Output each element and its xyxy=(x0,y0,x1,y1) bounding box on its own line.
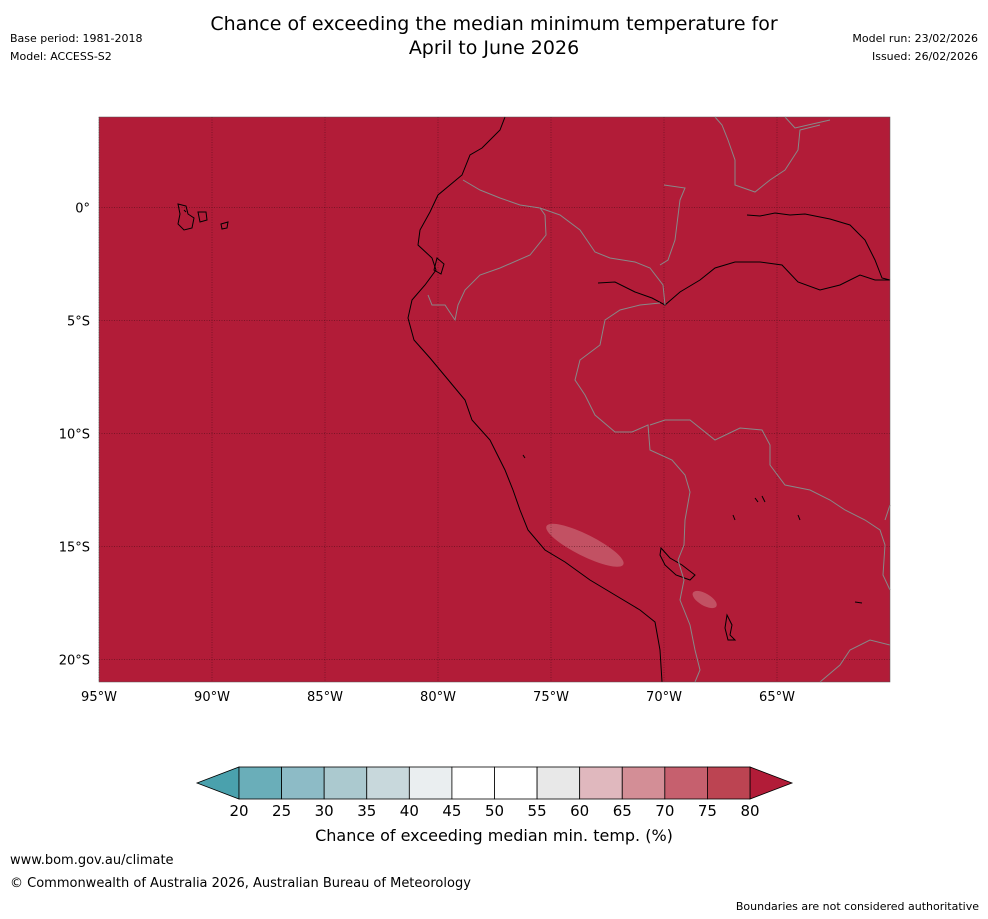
issued-date: Issued: 26/02/2026 xyxy=(871,50,978,63)
colorbar-swatch xyxy=(621,766,666,800)
map-layer xyxy=(98,116,891,683)
gulf-of-guayaquil-island xyxy=(433,257,445,275)
colorbar-tick-label: 25 xyxy=(272,802,291,820)
meta-right: Model run: 23/02/2026 Issued: 26/02/2026 xyxy=(852,32,978,68)
colorbar-tick-label: 40 xyxy=(400,802,419,820)
colorbar-tick-label: 75 xyxy=(698,802,717,820)
anomaly-patches xyxy=(546,523,717,609)
amazon-river-north xyxy=(746,212,891,281)
anomaly-patch-2 xyxy=(692,590,717,609)
galapagos-islet xyxy=(183,209,187,213)
model-name: Model: ACCESS-S2 xyxy=(10,50,112,63)
lake-titicaca xyxy=(659,546,696,581)
small-lake-4 xyxy=(797,514,801,521)
south-america-coastline xyxy=(407,116,663,683)
base-period: Base period: 1981-2018 xyxy=(10,32,143,45)
galapagos-isabela xyxy=(177,203,195,231)
colorbar-swatch xyxy=(664,766,708,800)
colorbar-tick-label: 20 xyxy=(229,802,248,820)
peru-brazil-bolivia-border xyxy=(574,302,691,561)
brazil-east-border xyxy=(884,504,891,521)
colorbar-swatch xyxy=(707,766,751,800)
colombia-brazil-border xyxy=(659,184,686,266)
lon-tick-label: 85°W xyxy=(307,690,343,705)
map-background xyxy=(99,117,890,682)
amazon-river-main xyxy=(597,261,890,306)
footer-url: www.bom.gov.au/climate xyxy=(10,853,174,868)
colorbar: 20 25 30 35 40 45 50 55 60 65 70 75 80 xyxy=(195,766,794,820)
lon-tick-label: 70°W xyxy=(646,690,682,705)
latitude-labels: 0° 5°S 10°S 15°S 20°S xyxy=(59,201,90,668)
lon-tick-label: 65°W xyxy=(759,690,795,705)
colorbar-tick-label: 55 xyxy=(528,802,547,820)
colorbar-swatch xyxy=(579,766,623,800)
colorbar-swatch xyxy=(238,766,282,800)
colorbar-tick-label: 35 xyxy=(357,802,376,820)
bolivia-brazil-border xyxy=(649,419,891,591)
lat-tick-label: 15°S xyxy=(59,540,90,555)
colorbar-swatch xyxy=(281,766,325,800)
title-line-2: April to June 2026 xyxy=(408,37,580,59)
title-line-1: Chance of exceeding the median minimum t… xyxy=(210,13,778,35)
colorbar-swatch xyxy=(451,766,495,800)
bolivia-chile-border xyxy=(677,559,701,683)
small-lake-1 xyxy=(754,497,759,503)
galapagos-san-cristobal xyxy=(220,221,229,230)
colorbar-tick-label: 30 xyxy=(315,802,334,820)
longitude-labels: 95°W 90°W 85°W 80°W 75°W 70°W 65°W xyxy=(81,690,795,705)
lon-tick-label: 80°W xyxy=(420,690,456,705)
country-borders xyxy=(427,116,891,683)
lon-tick-label: 75°W xyxy=(533,690,569,705)
colorbar-swatch xyxy=(323,766,368,800)
lat-tick-label: 5°S xyxy=(67,314,90,329)
lake-poopo xyxy=(724,613,737,641)
colorbar-label: Chance of exceeding median min. temp. (%… xyxy=(315,826,673,845)
colorbar-under-arrow xyxy=(195,766,240,800)
map-frame xyxy=(98,116,891,683)
footer-copyright: © Commonwealth of Australia 2026, Austra… xyxy=(10,876,471,891)
lon-tick-label: 90°W xyxy=(194,690,230,705)
colorbar-swatch xyxy=(494,766,538,800)
colorbar-tick-label: 65 xyxy=(613,802,632,820)
lat-tick-label: 0° xyxy=(75,201,90,216)
anomaly-patch-1 xyxy=(546,523,624,567)
small-lake-6 xyxy=(522,454,526,459)
galapagos-santa-cruz xyxy=(197,211,208,223)
chart-title: Chance of exceeding the median minimum t… xyxy=(0,12,988,60)
lat-tick-label: 20°S xyxy=(59,653,90,668)
colorbar-tick-label: 60 xyxy=(570,802,589,820)
colorbar-tick-label: 70 xyxy=(655,802,674,820)
colombia-peru-border xyxy=(539,207,666,306)
small-lake-2 xyxy=(761,495,766,503)
ecuador-border xyxy=(427,179,547,322)
colorbar-tick-label: 80 xyxy=(740,802,759,820)
paraguay-border xyxy=(819,639,891,683)
colorbar-swatch xyxy=(536,766,581,800)
colorbar-tick-label: 50 xyxy=(485,802,504,820)
footer-note: Boundaries are not considered authoritat… xyxy=(735,900,979,913)
model-run: Model run: 23/02/2026 xyxy=(852,32,978,45)
venezuela-guyana-border xyxy=(784,116,831,129)
small-lake-5 xyxy=(854,601,863,604)
meta-left: Base period: 1981-2018 Model: ACCESS-S2 xyxy=(10,32,142,68)
colorbar-over-arrow xyxy=(749,766,794,800)
small-lake-3 xyxy=(732,514,736,521)
lon-tick-label: 95°W xyxy=(81,690,117,705)
colorbar-swatch xyxy=(366,766,410,800)
colorbar-swatch xyxy=(408,766,453,800)
colorbar-tick-label: 45 xyxy=(442,802,461,820)
coastline xyxy=(177,116,891,683)
venezuela-border xyxy=(714,116,821,193)
lat-tick-label: 10°S xyxy=(59,427,90,442)
